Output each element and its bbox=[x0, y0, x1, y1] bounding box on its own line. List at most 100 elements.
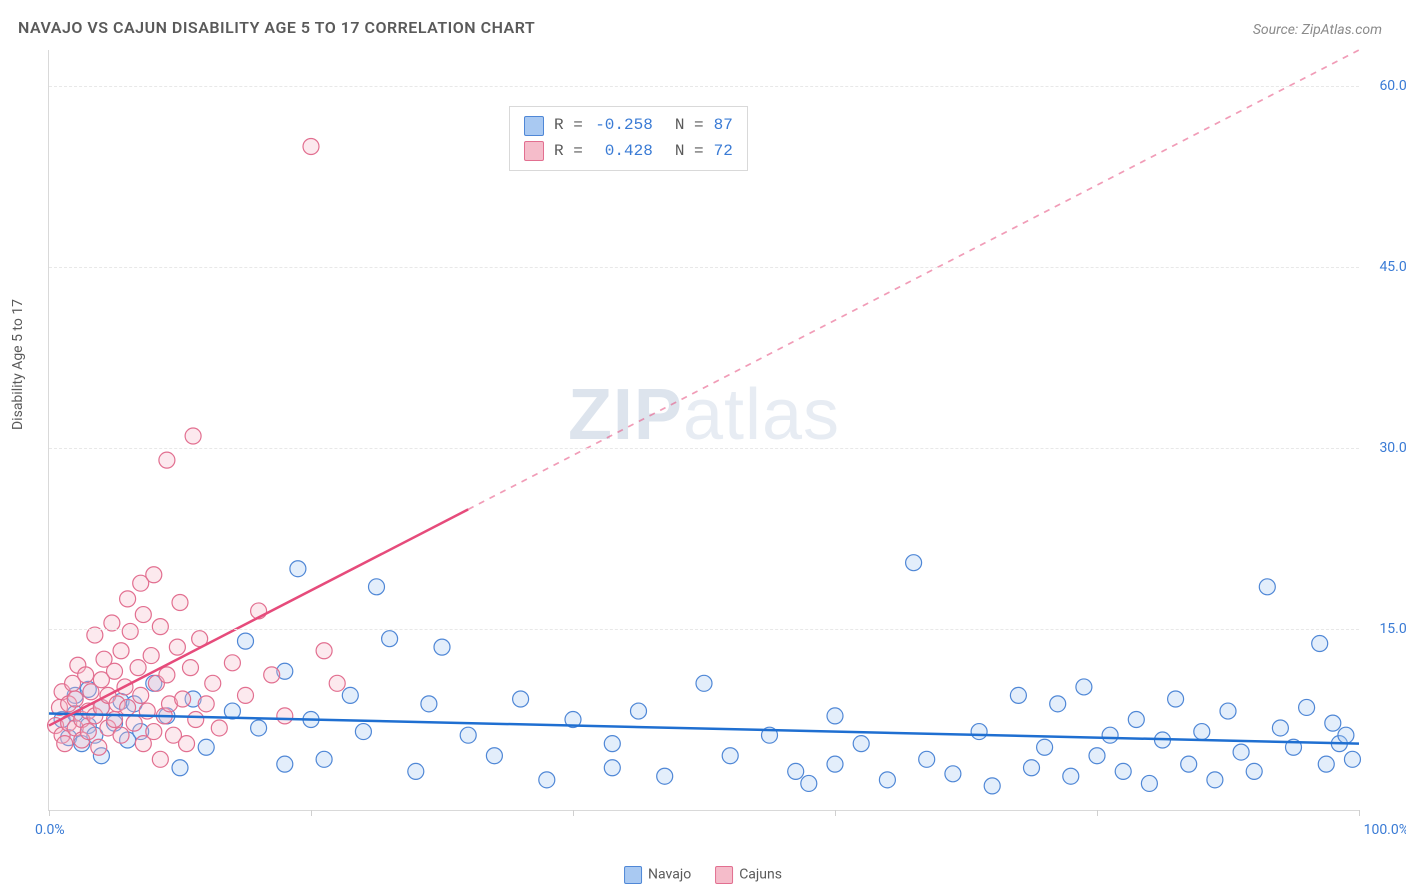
data-point bbox=[1220, 703, 1236, 719]
data-point bbox=[120, 591, 136, 607]
data-point bbox=[198, 739, 214, 755]
data-point bbox=[316, 643, 332, 659]
data-point bbox=[107, 663, 123, 679]
data-point bbox=[113, 643, 129, 659]
data-point bbox=[143, 648, 159, 664]
chart-title: NAVAJO VS CAJUN DISABILITY AGE 5 TO 17 C… bbox=[18, 18, 535, 37]
x-tick bbox=[573, 810, 574, 816]
gridline bbox=[49, 629, 1359, 630]
y-axis-title: Disability Age 5 to 17 bbox=[10, 299, 26, 430]
data-point bbox=[1299, 699, 1315, 715]
data-point bbox=[1338, 727, 1354, 743]
data-point bbox=[135, 607, 151, 623]
stats-n-label: N = bbox=[675, 113, 704, 139]
gridline bbox=[49, 86, 1359, 87]
data-point bbox=[1063, 768, 1079, 784]
data-point bbox=[146, 724, 162, 740]
stats-r-label: R = bbox=[554, 139, 583, 165]
stats-r-value: 0.428 bbox=[593, 139, 653, 165]
data-point bbox=[152, 751, 168, 767]
data-point bbox=[126, 715, 142, 731]
data-point bbox=[159, 667, 175, 683]
data-point bbox=[188, 712, 204, 728]
data-point bbox=[513, 691, 529, 707]
data-point bbox=[696, 675, 712, 691]
stats-n-value: 72 bbox=[714, 139, 733, 165]
legend-item: Navajo bbox=[624, 866, 691, 884]
data-point bbox=[238, 633, 254, 649]
data-point bbox=[1089, 748, 1105, 764]
data-point bbox=[175, 691, 191, 707]
data-point bbox=[1259, 579, 1275, 595]
data-point bbox=[1325, 715, 1341, 731]
legend-swatch bbox=[524, 141, 544, 161]
data-point bbox=[1344, 751, 1360, 767]
data-point bbox=[130, 660, 146, 676]
data-point bbox=[91, 739, 107, 755]
data-point bbox=[122, 623, 138, 639]
data-point bbox=[604, 760, 620, 776]
source-label: Source: ZipAtlas.com bbox=[1253, 22, 1382, 38]
data-point bbox=[329, 675, 345, 691]
stats-box: R = -0.258 N = 87R = 0.428 N = 72 bbox=[509, 106, 748, 171]
data-point bbox=[277, 708, 293, 724]
stats-r-label: R = bbox=[554, 113, 583, 139]
stats-row: R = -0.258 N = 87 bbox=[524, 113, 733, 139]
data-point bbox=[460, 727, 476, 743]
y-tick-label: 30.0% bbox=[1365, 440, 1406, 456]
stats-r-value: -0.258 bbox=[593, 113, 653, 139]
data-point bbox=[408, 763, 424, 779]
legend-swatch bbox=[624, 866, 642, 884]
data-point bbox=[722, 748, 738, 764]
legend-label: Cajuns bbox=[739, 867, 782, 883]
data-point bbox=[1141, 775, 1157, 791]
y-tick-label: 45.0% bbox=[1365, 259, 1406, 275]
x-tick bbox=[311, 810, 312, 816]
data-point bbox=[788, 763, 804, 779]
data-point bbox=[434, 639, 450, 655]
data-point bbox=[945, 766, 961, 782]
data-point bbox=[303, 139, 319, 155]
data-point bbox=[827, 756, 843, 772]
data-point bbox=[146, 567, 162, 583]
data-point bbox=[657, 768, 673, 784]
legend-item: Cajuns bbox=[715, 866, 782, 884]
data-point bbox=[1168, 691, 1184, 707]
data-point bbox=[316, 751, 332, 767]
legend-bottom: Navajo Cajuns bbox=[624, 866, 782, 884]
data-point bbox=[827, 708, 843, 724]
plot-area: ZIPatlas R =-0.258N =87R =0.428N =72 0.0… bbox=[48, 50, 1359, 811]
data-point bbox=[1128, 712, 1144, 728]
data-point bbox=[919, 751, 935, 767]
data-point bbox=[290, 561, 306, 577]
stats-n-value: 87 bbox=[714, 113, 733, 139]
data-point bbox=[1318, 756, 1334, 772]
data-point bbox=[1050, 696, 1066, 712]
trend-line bbox=[49, 713, 1359, 743]
stats-row: R =0.428N =72 bbox=[524, 139, 733, 165]
legend-swatch bbox=[524, 116, 544, 136]
data-point bbox=[172, 595, 188, 611]
data-point bbox=[113, 727, 129, 743]
data-point bbox=[382, 631, 398, 647]
data-point bbox=[1076, 679, 1092, 695]
data-point bbox=[1102, 727, 1118, 743]
x-max-label: 100.0% bbox=[1364, 822, 1406, 838]
gridline bbox=[49, 448, 1359, 449]
data-point bbox=[179, 736, 195, 752]
data-point bbox=[1233, 744, 1249, 760]
data-point bbox=[277, 756, 293, 772]
data-point bbox=[211, 720, 227, 736]
data-point bbox=[1024, 760, 1040, 776]
data-point bbox=[1207, 772, 1223, 788]
data-point bbox=[631, 703, 647, 719]
data-point bbox=[169, 639, 185, 655]
data-point bbox=[159, 452, 175, 468]
data-point bbox=[264, 667, 280, 683]
y-tick-label: 60.0% bbox=[1365, 78, 1406, 94]
data-point bbox=[971, 724, 987, 740]
data-point bbox=[120, 699, 136, 715]
data-point bbox=[853, 736, 869, 752]
data-point bbox=[879, 772, 895, 788]
legend-swatch bbox=[715, 866, 733, 884]
